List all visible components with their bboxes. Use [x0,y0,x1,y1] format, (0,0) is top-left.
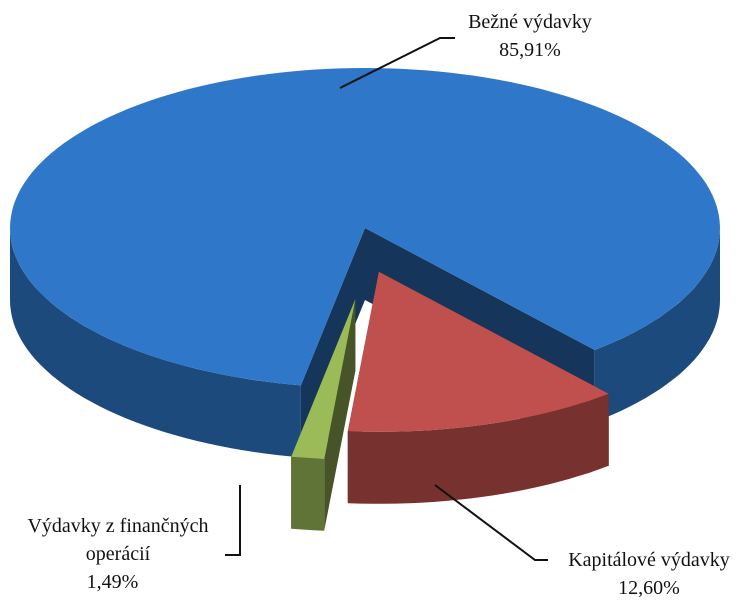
value-label: 12,60% [618,577,680,599]
slice-side [347,393,609,504]
slice-side [291,456,325,531]
value-label: 1,49% [86,571,139,593]
leader-line [434,484,548,561]
leader-line [339,37,455,89]
slice-label: Výdavky z finančných operácií 1,49% [0,512,225,596]
slice-side [594,228,720,422]
category-label: Bežné výdavky [468,11,592,33]
leader-line [225,485,241,556]
slice-label: Kapitálové výdavky 12,60% [545,546,753,602]
category-label: Výdavky z finančných operácií [27,515,209,565]
slice [347,271,609,432]
slice [291,299,356,459]
slice-label: Bežné výdavky 85,91% [440,8,620,64]
slice-side [10,228,301,458]
value-label: 85,91% [499,39,561,61]
category-label: Kapitálové výdavky [568,549,730,571]
slice [10,68,720,386]
